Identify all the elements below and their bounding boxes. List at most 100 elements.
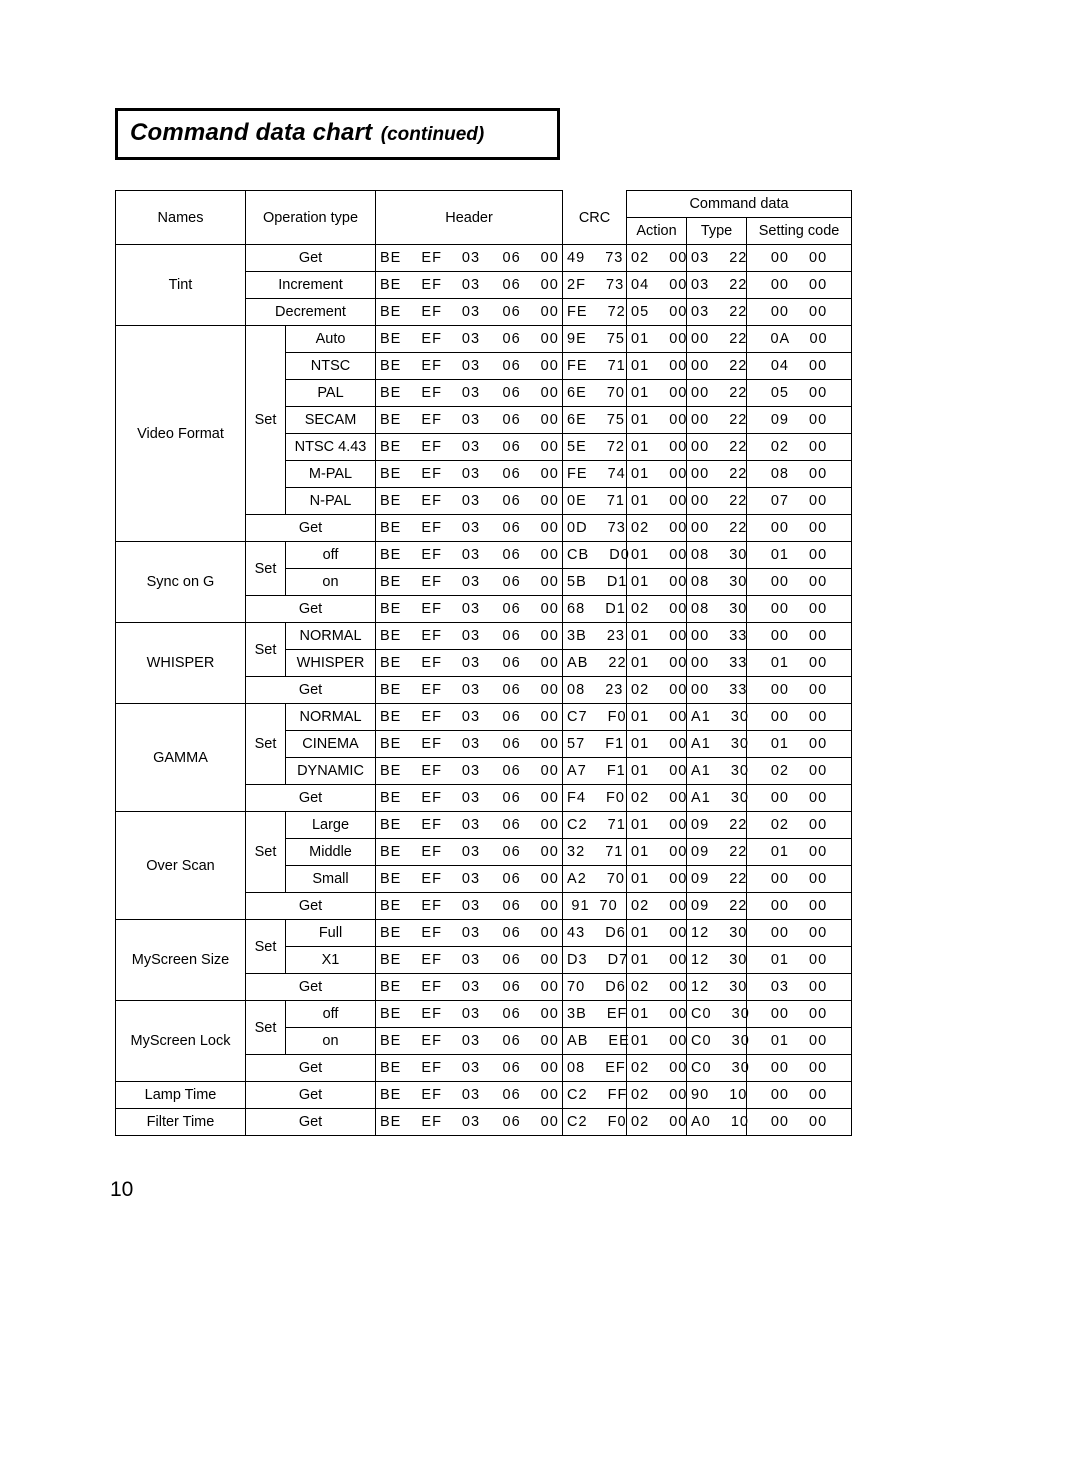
cell-header-3: 06 00 (499, 758, 563, 785)
cell-header-1: BE EF (376, 461, 444, 488)
col-header-setting-code: Setting code (747, 218, 852, 245)
cell-type: 12 30 (687, 974, 747, 1001)
cell-header-2: 03 (444, 461, 499, 488)
cell-operation-value: NTSC (286, 353, 376, 380)
cell-header-1: BE EF (376, 623, 444, 650)
cell-header-2: 03 (444, 569, 499, 596)
cell-header-3: 06 00 (499, 461, 563, 488)
cell-name: Over Scan (116, 812, 246, 920)
cell-header-3: 06 00 (499, 407, 563, 434)
table-row: GAMMASetNORMALBE EF0306 00C7 F001 00A1 3… (116, 704, 852, 731)
cell-crc: C2 FF (563, 1082, 627, 1109)
cell-name: Sync on G (116, 542, 246, 623)
cell-crc: AB EE (563, 1028, 627, 1055)
cell-type: 00 22 (687, 380, 747, 407)
cell-header-1: BE EF (376, 434, 444, 461)
cell-header-1: BE EF (376, 1028, 444, 1055)
cell-header-2: 03 (444, 947, 499, 974)
cell-setting-code: 03 00 (747, 974, 852, 1001)
cell-header-1: BE EF (376, 299, 444, 326)
title-box: Command data chart (continued) (115, 108, 560, 160)
cell-type: 00 22 (687, 407, 747, 434)
cell-crc: 5B D1 (563, 569, 627, 596)
cell-action: 01 00 (627, 704, 687, 731)
cell-name: Video Format (116, 326, 246, 542)
cell-header-1: BE EF (376, 839, 444, 866)
cell-operation: Get (246, 515, 376, 542)
cell-setting-code: 00 00 (747, 515, 852, 542)
cell-header-2: 03 (444, 920, 499, 947)
cell-operation-value: Large (286, 812, 376, 839)
table-row: WHISPERSetNORMALBE EF0306 003B 2301 0000… (116, 623, 852, 650)
cell-setting-code: 00 00 (747, 1001, 852, 1028)
page-title-continued: (continued) (381, 124, 484, 145)
cell-header-1: BE EF (376, 974, 444, 1001)
cell-header-3: 06 00 (499, 272, 563, 299)
cell-header-2: 03 (444, 974, 499, 1001)
cell-header-1: BE EF (376, 785, 444, 812)
cell-action: 02 00 (627, 785, 687, 812)
cell-setting-code: 00 00 (747, 920, 852, 947)
cell-operation-value: N-PAL (286, 488, 376, 515)
cell-header-2: 03 (444, 407, 499, 434)
cell-header-3: 06 00 (499, 596, 563, 623)
cell-header-1: BE EF (376, 893, 444, 920)
cell-header-1: BE EF (376, 866, 444, 893)
cell-name: Tint (116, 245, 246, 326)
cell-setting-code: 02 00 (747, 434, 852, 461)
cell-setting-code: 01 00 (747, 1028, 852, 1055)
col-header-command-data: Command data (627, 191, 852, 218)
cell-header-3: 06 00 (499, 299, 563, 326)
cell-header-3: 06 00 (499, 866, 563, 893)
table-row: TintGetBE EF0306 0049 7302 0003 2200 00 (116, 245, 852, 272)
cell-operation: Get (246, 1055, 376, 1082)
cell-type: 09 22 (687, 893, 747, 920)
cell-operation-group: Set (246, 1001, 286, 1055)
table-row: Video FormatSetAutoBE EF0306 009E 7501 0… (116, 326, 852, 353)
cell-setting-code: 04 00 (747, 353, 852, 380)
cell-setting-code: 01 00 (747, 731, 852, 758)
cell-action: 02 00 (627, 1055, 687, 1082)
cell-header-2: 03 (444, 1109, 499, 1136)
cell-header-3: 06 00 (499, 1001, 563, 1028)
cell-type: 00 22 (687, 326, 747, 353)
table-body: TintGetBE EF0306 0049 7302 0003 2200 00I… (116, 245, 852, 1136)
cell-setting-code: 00 00 (747, 704, 852, 731)
cell-header-1: BE EF (376, 245, 444, 272)
cell-crc: 70 D6 (563, 974, 627, 1001)
cell-header-3: 06 00 (499, 704, 563, 731)
cell-crc: 6E 75 (563, 407, 627, 434)
cell-action: 01 00 (627, 569, 687, 596)
cell-crc: A7 F1 (563, 758, 627, 785)
cell-header-3: 06 00 (499, 731, 563, 758)
cell-header-3: 06 00 (499, 434, 563, 461)
cell-header-1: BE EF (376, 272, 444, 299)
cell-header-2: 03 (444, 839, 499, 866)
cell-setting-code: 05 00 (747, 380, 852, 407)
cell-name: Filter Time (116, 1109, 246, 1136)
col-header-names: Names (116, 191, 246, 245)
table-row: MyScreen SizeSetFullBE EF0306 0043 D601 … (116, 920, 852, 947)
cell-action: 02 00 (627, 596, 687, 623)
cell-setting-code: 00 00 (747, 245, 852, 272)
cell-action: 05 00 (627, 299, 687, 326)
cell-header-3: 06 00 (499, 380, 563, 407)
cell-action: 01 00 (627, 488, 687, 515)
cell-header-2: 03 (444, 299, 499, 326)
cell-crc: 0D 73 (563, 515, 627, 542)
cell-header-1: BE EF (376, 488, 444, 515)
cell-header-1: BE EF (376, 650, 444, 677)
cell-header-1: BE EF (376, 677, 444, 704)
cell-header-1: BE EF (376, 704, 444, 731)
cell-type: 12 30 (687, 920, 747, 947)
cell-crc: FE 72 (563, 299, 627, 326)
cell-operation-value: Middle (286, 839, 376, 866)
cell-header-1: BE EF (376, 920, 444, 947)
cell-setting-code: 00 00 (747, 893, 852, 920)
cell-operation: Get (246, 245, 376, 272)
cell-header-2: 03 (444, 326, 499, 353)
cell-header-2: 03 (444, 245, 499, 272)
cell-header-1: BE EF (376, 515, 444, 542)
cell-type: 09 22 (687, 839, 747, 866)
cell-header-3: 06 00 (499, 947, 563, 974)
